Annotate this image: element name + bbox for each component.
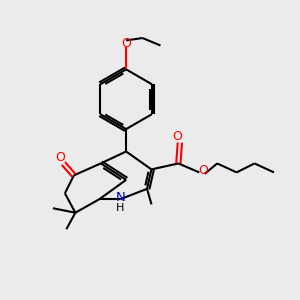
Text: O: O: [56, 151, 65, 164]
Text: H: H: [116, 202, 124, 213]
Text: O: O: [121, 37, 131, 50]
Text: O: O: [198, 164, 208, 176]
Text: N: N: [115, 191, 125, 204]
Text: O: O: [172, 130, 182, 143]
